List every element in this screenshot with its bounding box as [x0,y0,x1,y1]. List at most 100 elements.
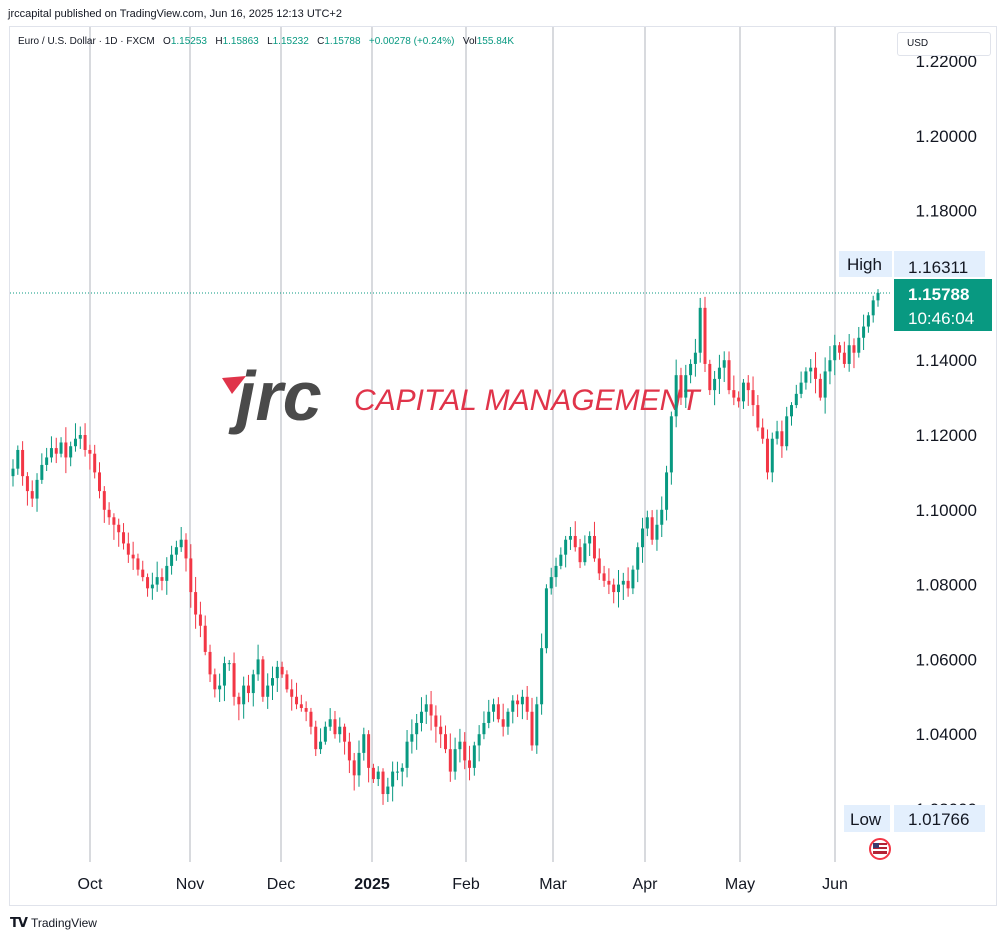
x-tick-label: Oct [78,876,103,893]
candle-body [35,479,39,499]
currency-button[interactable]: USD [897,32,991,56]
candle-body [703,307,707,364]
candle-body [285,674,289,690]
candle-body [49,448,53,458]
candle-body [818,378,822,398]
candle-body [400,767,404,772]
candle-body [295,696,299,705]
candle-body [429,704,433,716]
economic-event-icon[interactable] [869,838,891,860]
candle-body [333,719,337,735]
x-tick-label: Apr [633,876,659,893]
candle-body [535,704,539,746]
candle-body [780,431,784,447]
candle-body [227,663,231,665]
candle-body [866,315,870,327]
candle-body [112,517,116,525]
x-tick-label: Feb [452,876,480,893]
candle-body [376,771,380,780]
candle-body [444,734,447,750]
x-tick-label: Mar [539,876,567,893]
close-value: 1.15788 [324,36,361,47]
candle-body [246,685,250,694]
y-tick-label: 1.06000 [916,650,977,669]
candle-body [482,722,486,735]
candle-body [612,584,616,593]
candle-body [540,648,544,705]
candle-body [814,367,818,379]
high-value-bg [894,251,985,277]
candle-body [674,375,678,417]
candle-body [751,390,755,406]
candle-body [352,760,356,776]
symbol-legend: Euro / U.S. Dollar · 1D · FXCM O1.15253 … [18,36,514,47]
low-label-bg [844,805,890,832]
high-value: 1.16311 [908,258,968,277]
candle-body [184,539,188,559]
candle-body [415,722,419,735]
candle-body [170,554,174,566]
candle-body [785,416,789,447]
candle-body [304,708,308,712]
low-value-legend: 1.15232 [272,36,309,47]
candle-body [722,360,726,368]
candle-body [525,696,529,712]
low-value: 1.01766 [908,810,969,829]
last-price-badge [894,279,992,331]
candle-body [708,363,712,391]
candle-body [439,726,443,735]
candle-body [381,771,385,795]
candle-body [559,554,563,566]
footer: 𝗧𝗩 TradingView [10,915,97,931]
candle-body [83,435,87,450]
candle-body [847,345,851,364]
candle-body [64,442,68,458]
y-tick-label: 1.14000 [916,351,977,370]
candle-body [410,734,414,742]
candle-body [386,786,390,795]
candle-body [684,375,688,398]
candle-body [299,704,303,709]
candle-body [73,438,77,447]
candle-body [761,427,765,439]
low-label: Low [850,810,882,829]
y-tick-label: 1.08000 [916,576,977,595]
candle-body [160,577,164,581]
grid-lines [89,27,836,862]
publisher-line: jrccapital published on TradingView.com,… [8,8,342,20]
candle-body [126,543,130,555]
x-tick-label: Nov [176,876,204,893]
candle-body [871,300,875,316]
candle-body [876,292,880,301]
x-tick-label: Dec [267,876,295,893]
candle-body [21,449,25,477]
candle-body [588,535,592,544]
candle-body [328,719,332,727]
candle-body [770,438,774,473]
x-tick-label: Jun [822,876,848,893]
candle-body [607,580,611,585]
candle-body [554,565,558,578]
candle-body [842,352,846,364]
candle-body [203,625,207,652]
candle-body [179,539,183,548]
candle-body [16,449,20,469]
candle-body [597,558,601,574]
candle-body [194,592,198,615]
candle-body [492,704,496,712]
candle-body [102,491,106,510]
candle-body [468,760,472,768]
candle-body [93,453,97,473]
y-tick-label: 1.12000 [916,426,977,445]
candle-body [174,547,178,555]
candle-body [852,345,856,353]
candle-body [641,528,645,548]
candle-body [862,326,866,338]
candle-body [256,659,260,675]
candle-body [45,457,49,465]
candle-body [424,704,428,712]
candle-body [823,371,827,398]
candle-body [40,464,44,480]
candle-body [838,345,842,353]
